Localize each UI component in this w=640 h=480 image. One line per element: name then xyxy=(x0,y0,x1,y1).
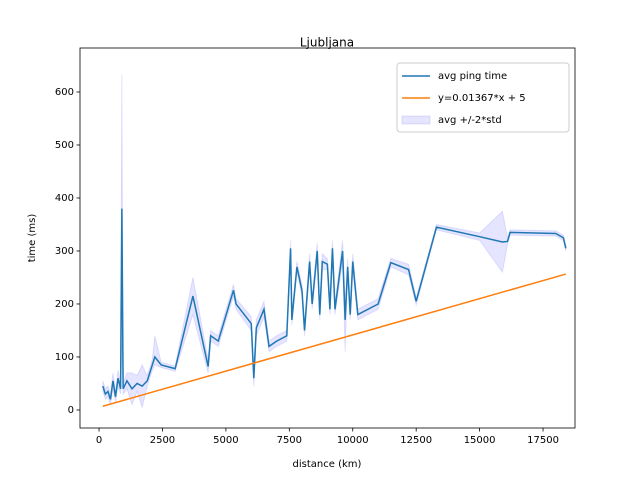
legend-swatch xyxy=(401,115,431,125)
chart-title: Ljubljana xyxy=(300,36,354,50)
y-tick-label: 500 xyxy=(55,140,74,151)
line xyxy=(102,208,567,400)
legend-label: avg +/-2*std xyxy=(438,115,502,126)
y-tick-label: 600 xyxy=(55,87,74,98)
plot-frame xyxy=(79,47,576,429)
x-tick-label: 10000 xyxy=(337,435,369,446)
line xyxy=(102,273,567,407)
y-tick-label: 0 xyxy=(68,405,74,416)
y-tick-label: 300 xyxy=(55,246,74,257)
x-tick-label: 7500 xyxy=(277,435,302,446)
x-tick-label: 15000 xyxy=(464,435,496,446)
x-axis-label: distance (km) xyxy=(293,459,362,470)
x-tick-label: 5000 xyxy=(213,435,238,446)
y-tick-label: 100 xyxy=(55,352,74,363)
x-tick-label: 2500 xyxy=(150,435,175,446)
x-tick-label: 17500 xyxy=(527,435,559,446)
y-tick-label: 200 xyxy=(55,299,74,310)
legend-box xyxy=(396,62,570,133)
y-tick-label: 400 xyxy=(55,193,74,204)
legend-label: avg ping time xyxy=(438,71,507,82)
y-axis-label: time (ms) xyxy=(27,214,38,263)
x-tick-label: 12500 xyxy=(400,435,432,446)
legend-label: y=0.01367*x + 5 xyxy=(438,93,526,104)
x-tick-label: 0 xyxy=(96,435,102,446)
